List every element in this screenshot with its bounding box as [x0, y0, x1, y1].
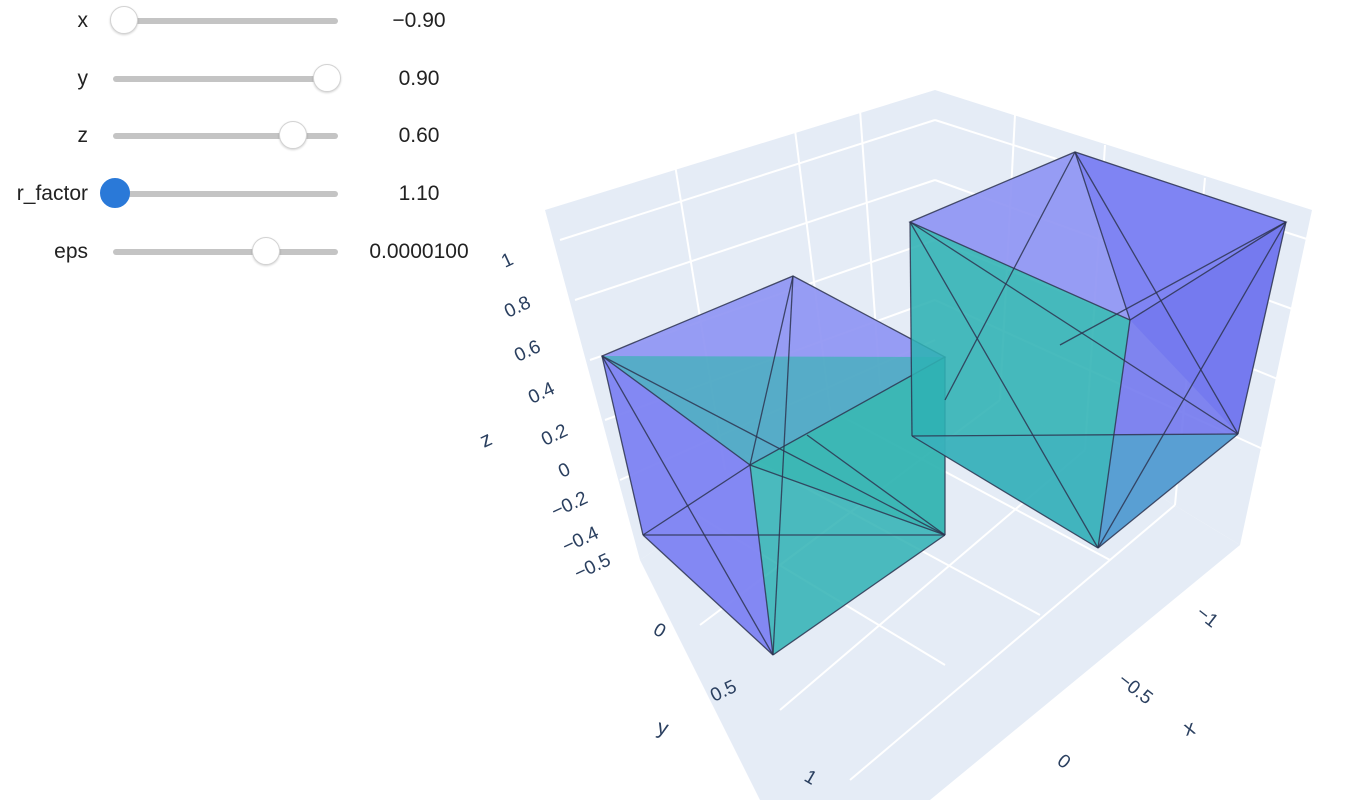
slider-handle[interactable] — [252, 237, 280, 265]
slider-row-x: x −0.90 — [0, 1, 500, 41]
z-tick-label: 0.4 — [525, 378, 558, 408]
z-axis-title: z — [476, 427, 495, 452]
mesh-cube-left[interactable] — [600, 275, 947, 656]
slider-value: 0.0000100 — [369, 240, 469, 263]
slider-track[interactable] — [113, 191, 338, 197]
x-tick-label: −1 — [1192, 602, 1222, 632]
slider-handle[interactable] — [312, 64, 341, 92]
z-tick-label: 0.8 — [501, 292, 534, 322]
slider-handle[interactable] — [100, 178, 131, 208]
z-tick-label: −0.5 — [571, 550, 614, 585]
z-tick-label: 0.2 — [538, 420, 571, 450]
slider-panel: x −0.90 y 0.90 z 0.60 r_factor 1.10 eps 0.0000100 — [0, 0, 500, 290]
mesh-cube-right[interactable] — [908, 151, 1288, 549]
slider-label: y — [77, 67, 89, 90]
slider-label: x — [77, 9, 89, 32]
slider-row-y: y 0.90 — [0, 59, 500, 99]
y-tick-label: 0 — [650, 619, 670, 642]
slider-value: 1.10 — [398, 182, 440, 205]
z-tick-label: −0.4 — [559, 522, 602, 557]
slider-row-z: z 0.60 — [0, 116, 500, 156]
slider-label: r_factor — [16, 182, 88, 205]
cube-right-face-band — [912, 434, 1238, 548]
slider-label: z — [77, 124, 89, 147]
slider-row-eps: eps 0.0000100 — [0, 232, 500, 272]
slider-handle[interactable] — [279, 121, 307, 149]
x-tick-label: 0 — [1053, 750, 1074, 773]
slider-track[interactable] — [113, 18, 338, 24]
slider-handle[interactable] — [110, 6, 139, 34]
x-tick-label: −0.5 — [1114, 669, 1156, 709]
slider-track[interactable] — [113, 76, 338, 82]
slider-value: −0.90 — [392, 9, 446, 32]
slider-track[interactable] — [113, 249, 338, 255]
x-axis-title: x — [1181, 716, 1198, 741]
slider-row-r-factor: r_factor 1.10 — [0, 174, 500, 214]
z-tick-label: −0.2 — [548, 488, 591, 523]
slider-label: eps — [54, 240, 88, 263]
z-tick-label: 1 — [498, 249, 516, 273]
slider-value: 0.60 — [398, 124, 440, 147]
z-tick-label: 0 — [555, 459, 573, 483]
slider-value: 0.90 — [398, 67, 440, 90]
slider-track[interactable] — [113, 133, 338, 139]
y-axis-title: y — [655, 716, 672, 741]
z-tick-label: 0.6 — [511, 336, 544, 366]
